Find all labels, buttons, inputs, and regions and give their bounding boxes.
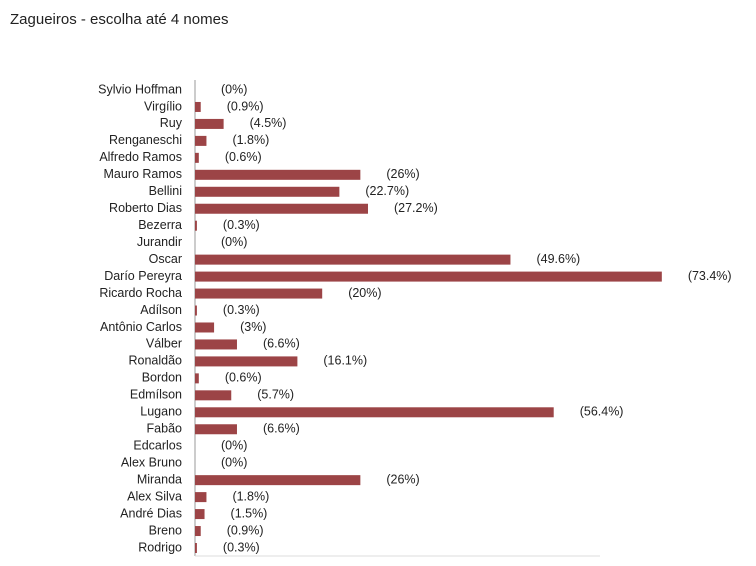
y-tick-label: Darío Pereyra bbox=[104, 269, 182, 283]
bar bbox=[195, 220, 197, 231]
value-label: (56.4%) bbox=[580, 405, 624, 419]
y-tick-label: Bellini bbox=[149, 184, 182, 198]
bar bbox=[195, 118, 224, 129]
bar bbox=[195, 203, 368, 214]
bar bbox=[195, 322, 215, 333]
value-label: (0.9%) bbox=[227, 523, 264, 537]
value-label: (0.3%) bbox=[223, 303, 260, 317]
bar bbox=[195, 135, 207, 146]
y-tick-label: Alex Bruno bbox=[121, 455, 182, 469]
bar bbox=[195, 407, 554, 418]
value-label: (0.6%) bbox=[225, 150, 262, 164]
value-label: (1.5%) bbox=[231, 506, 268, 520]
y-tick-label: Bordon bbox=[142, 371, 182, 385]
value-label: (0%) bbox=[221, 455, 247, 469]
bar bbox=[195, 169, 361, 180]
value-label: (4.5%) bbox=[250, 116, 287, 130]
value-label: (1.8%) bbox=[232, 489, 269, 503]
bar bbox=[195, 271, 662, 282]
bar bbox=[195, 543, 197, 553]
y-tick-label: Alex Silva bbox=[127, 489, 182, 503]
bar bbox=[195, 424, 237, 435]
bar bbox=[195, 526, 201, 537]
value-label: (0.3%) bbox=[223, 218, 260, 232]
value-label: (6.6%) bbox=[263, 337, 300, 351]
y-tick-label: Ricardo Rocha bbox=[99, 286, 182, 300]
bar bbox=[195, 305, 197, 316]
y-tick-label: Breno bbox=[149, 523, 182, 537]
bar bbox=[195, 152, 199, 163]
bar bbox=[195, 492, 207, 503]
y-tick-label: Jurandir bbox=[137, 235, 182, 249]
value-label: (0.6%) bbox=[225, 371, 262, 385]
y-tick-label: Ronaldão bbox=[128, 354, 182, 368]
value-label: (1.8%) bbox=[232, 133, 269, 147]
value-label: (6.6%) bbox=[263, 422, 300, 436]
value-label: (0.9%) bbox=[227, 99, 264, 113]
y-tick-label: Lugano bbox=[140, 405, 182, 419]
value-label: (73.4%) bbox=[688, 269, 732, 283]
chart-title: Zagueiros - escolha até 4 nomes bbox=[10, 11, 228, 28]
y-tick-label: Edmílson bbox=[130, 388, 182, 402]
y-tick-label: Sylvio Hoffman bbox=[98, 82, 182, 96]
bar bbox=[195, 339, 237, 350]
y-tick-label: Fabão bbox=[147, 422, 182, 436]
value-label: (20%) bbox=[348, 286, 381, 300]
value-label: (0.3%) bbox=[223, 540, 260, 554]
bar bbox=[195, 288, 323, 299]
bar bbox=[195, 373, 199, 384]
value-label: (16.1%) bbox=[323, 354, 367, 368]
value-label: (26%) bbox=[386, 472, 419, 486]
y-tick-label: Roberto Dias bbox=[109, 201, 182, 215]
bar bbox=[195, 186, 340, 197]
y-tick-label: Adílson bbox=[140, 303, 182, 317]
y-tick-label: Válber bbox=[146, 337, 182, 351]
y-tick-label: Miranda bbox=[137, 472, 182, 486]
value-label: (27.2%) bbox=[394, 201, 438, 215]
y-tick-label: Alfredo Ramos bbox=[99, 150, 182, 164]
y-tick-label: Bezerra bbox=[138, 218, 182, 232]
value-label: (3%) bbox=[240, 320, 266, 334]
y-tick-label: Edcarlos bbox=[133, 439, 182, 453]
value-label: (22.7%) bbox=[365, 184, 409, 198]
y-tick-label: Antônio Carlos bbox=[100, 320, 182, 334]
bar bbox=[195, 509, 205, 520]
y-tick-label: Rodrigo bbox=[138, 540, 182, 554]
bar bbox=[195, 254, 511, 265]
value-label: (49.6%) bbox=[536, 252, 580, 266]
value-label: (5.7%) bbox=[257, 388, 294, 402]
y-tick-label: Renganeschi bbox=[109, 133, 182, 147]
value-label: (0%) bbox=[221, 82, 247, 96]
y-tick-label: André Dias bbox=[120, 506, 182, 520]
bar bbox=[195, 390, 232, 401]
bar bbox=[195, 356, 298, 367]
y-tick-label: Virgílio bbox=[144, 99, 182, 113]
y-tick-label: Oscar bbox=[149, 252, 182, 266]
y-tick-label: Mauro Ramos bbox=[104, 167, 183, 181]
bar bbox=[195, 475, 361, 486]
value-label: (26%) bbox=[386, 167, 419, 181]
value-label: (0%) bbox=[221, 439, 247, 453]
bar bbox=[195, 101, 201, 112]
value-label: (0%) bbox=[221, 235, 247, 249]
y-tick-label: Ruy bbox=[160, 116, 183, 130]
